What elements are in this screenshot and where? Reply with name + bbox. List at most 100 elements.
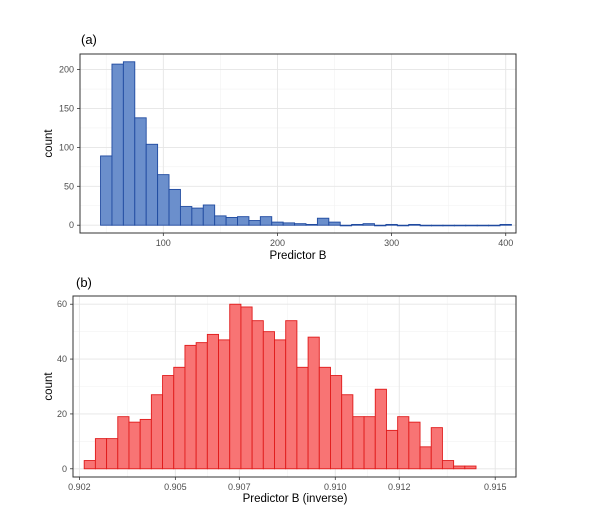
- y-tick-label: 100: [59, 142, 74, 152]
- y-tick-label: 50: [64, 181, 74, 191]
- x-tick-label: 0.912: [388, 482, 411, 492]
- histogram-bar: [83, 460, 96, 470]
- histogram-bar: [341, 394, 354, 470]
- histogram-bar: [184, 344, 197, 470]
- histogram-bar: [488, 224, 501, 227]
- histogram-bar: [248, 220, 261, 226]
- histogram-bar: [218, 339, 231, 470]
- histogram-bar: [285, 320, 298, 470]
- histogram-bar: [307, 336, 320, 470]
- histogram-bar: [179, 206, 193, 226]
- histogram-bar: [352, 416, 365, 470]
- histogram-bar: [374, 388, 387, 470]
- x-tick-label: 0.902: [68, 482, 91, 492]
- x-tick-label: 0.915: [484, 482, 507, 492]
- histogram-bar: [464, 465, 477, 470]
- histogram-bar: [318, 366, 331, 470]
- plot-border-b: [72, 295, 517, 478]
- histogram-bar: [430, 427, 443, 470]
- histogram-bar: [229, 303, 242, 470]
- y-tick-label: 40: [57, 354, 67, 364]
- histogram-bar: [202, 204, 216, 226]
- y-tick-label: 0: [69, 220, 74, 230]
- histogram-bar: [339, 224, 353, 227]
- histogram-bar: [145, 143, 159, 226]
- y-axis-title-a: count: [43, 129, 55, 158]
- y-tick-label: 0: [62, 464, 67, 474]
- histogram-bar: [262, 331, 275, 470]
- histogram-bar: [294, 223, 307, 226]
- histogram-bar: [150, 394, 164, 470]
- histogram-bar: [476, 224, 490, 227]
- y-tick-label: 200: [59, 65, 74, 75]
- x-tick-label: 0.910: [324, 482, 347, 492]
- histogram-bar: [453, 224, 467, 227]
- histogram-bar: [385, 223, 398, 226]
- histogram-bar: [173, 366, 186, 470]
- x-axis-ticks-a: 100 200 300 400: [156, 233, 513, 248]
- histogram-bar: [100, 155, 113, 226]
- histogram-bar: [330, 375, 343, 470]
- histogram-bar: [431, 224, 444, 227]
- plot-border-a: [79, 53, 517, 234]
- histogram-bar: [117, 416, 130, 470]
- histogram-bar: [106, 438, 119, 470]
- histogram-bar: [237, 216, 250, 226]
- y-tick-label: 20: [57, 409, 67, 419]
- bars-a: [100, 61, 512, 227]
- histogram-bar: [453, 465, 466, 470]
- histogram-bar: [168, 188, 181, 226]
- x-axis-ticks-b: 0.902 0.905 0.907 0.910 0.912 0.915: [68, 477, 506, 492]
- gridlines-a: [80, 54, 516, 233]
- histogram-bar: [157, 174, 170, 226]
- histogram-bar: [441, 460, 455, 470]
- histogram-bar: [362, 223, 375, 226]
- histogram-bar: [316, 217, 330, 226]
- histogram-bar: [139, 418, 152, 470]
- histogram-bar: [271, 221, 284, 226]
- y-axis-ticks-a: 0 50 100 150 200: [59, 65, 80, 230]
- panel-tag-a: (a): [81, 32, 97, 47]
- histogram-bar: [386, 429, 399, 470]
- histogram-bar: [128, 421, 141, 470]
- x-tick-label: 0.907: [228, 482, 251, 492]
- histogram-bar: [419, 446, 432, 470]
- x-tick-label: 400: [498, 238, 513, 248]
- histogram-bar: [274, 339, 287, 470]
- histogram-bar: [94, 438, 108, 470]
- histogram-bar: [134, 117, 147, 226]
- histogram-bar: [442, 224, 455, 227]
- histogram-bar: [122, 61, 136, 226]
- x-axis-title-a: Predictor B: [270, 250, 327, 262]
- histogram-bar: [374, 224, 387, 227]
- panel-tag-b: (b): [76, 275, 92, 290]
- x-tick-label: 300: [384, 238, 399, 248]
- histogram-panel-a: (a) 0 50 100 150 200 100 200 300 400 Predictor …: [43, 32, 517, 262]
- histogram-bar: [259, 216, 273, 226]
- histogram-bar: [240, 306, 253, 470]
- y-axis-title-b: count: [43, 372, 55, 401]
- y-tick-label: 150: [59, 103, 74, 113]
- x-tick-label: 100: [156, 238, 171, 248]
- x-tick-label: 0.905: [164, 482, 187, 492]
- histogram-bar: [396, 224, 410, 227]
- histogram-bar: [351, 223, 364, 226]
- histogram-bar: [328, 221, 341, 226]
- bars-b: [83, 303, 477, 470]
- histogram-bar: [225, 216, 238, 226]
- histogram-bar: [305, 223, 318, 226]
- histogram-bar: [408, 421, 421, 470]
- histogram-bar: [465, 224, 478, 227]
- y-axis-ticks-b: 0 20 40 60: [57, 299, 73, 474]
- x-axis-title-b: Predictor B (inverse): [243, 493, 348, 505]
- histogram-bar: [499, 223, 512, 226]
- histogram-bar: [251, 320, 264, 470]
- histogram-bar: [419, 224, 432, 227]
- histogram-bar: [206, 333, 219, 470]
- histogram-bar: [214, 215, 227, 226]
- y-tick-label: 60: [57, 299, 67, 309]
- histogram-bar: [282, 222, 296, 226]
- histogram-bar: [162, 375, 175, 470]
